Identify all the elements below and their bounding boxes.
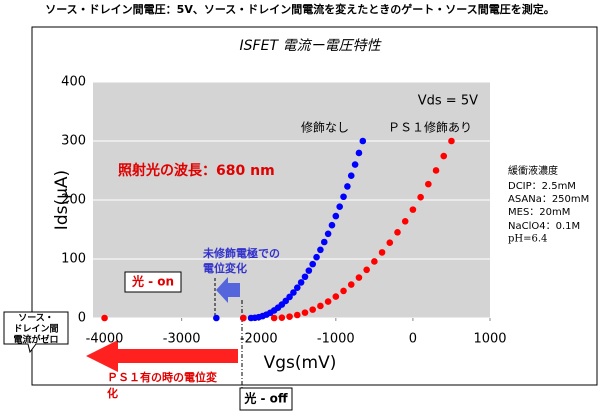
data-point — [305, 267, 313, 274]
data-point — [409, 206, 417, 213]
annotation: 化 — [107, 386, 118, 400]
data-point — [440, 152, 448, 160]
light-on: 光 - on — [131, 274, 174, 289]
x-tick-label: 1000 — [473, 332, 506, 347]
x-tick-label: 0 — [409, 332, 417, 347]
y-tick-label: 200 — [61, 193, 86, 208]
buffer-line: pH=6.4 — [508, 234, 547, 245]
data-point — [432, 167, 440, 174]
data-point — [286, 313, 293, 320]
data-point — [332, 212, 340, 220]
data-point — [101, 314, 108, 322]
x-tick-label: -2000 — [240, 332, 278, 347]
data-point — [448, 137, 455, 145]
data-point — [320, 238, 328, 246]
caption: ソース・ドレイン間電圧：5V、ソース・ドレイン間電流を変えたときのゲート・ソース… — [45, 2, 555, 16]
data-point — [313, 253, 320, 261]
y-tick-label: 300 — [61, 134, 86, 149]
annotation: 未修飾電極での — [202, 246, 280, 260]
annotation: 電位変化 — [203, 261, 247, 275]
y-tick-label: 100 — [61, 252, 86, 267]
data-point — [340, 193, 347, 201]
data-point — [317, 302, 324, 310]
label-box — [239, 387, 293, 411]
data-point — [293, 284, 301, 291]
x-tick-label: -4000 — [86, 332, 124, 347]
buffer-line: 緩衝液濃度 — [508, 164, 558, 177]
data-point — [425, 180, 432, 188]
data-point — [286, 293, 293, 301]
data-point — [351, 161, 359, 168]
data-point — [371, 258, 378, 265]
arrow — [216, 277, 240, 303]
data-point — [290, 289, 297, 296]
data-point — [332, 293, 340, 300]
x-tick-label: -1000 — [317, 332, 355, 347]
arrow — [86, 340, 238, 372]
series-label: ＰＳ１修飾あり — [388, 120, 472, 135]
buffer-line: NaClO4：0.1M — [508, 221, 580, 232]
data-point — [278, 314, 286, 321]
x-axis-label: Vgs(mV) — [264, 353, 337, 373]
condition: Vds = 5V — [418, 94, 478, 109]
data-point — [363, 266, 370, 274]
annotation: ソース・ — [18, 313, 54, 324]
data-point — [297, 279, 305, 286]
annotation: ＰＳ１有の時の電位変 — [107, 370, 217, 384]
data-point — [293, 311, 301, 319]
data-point — [309, 306, 316, 313]
series-label: 修飾なし — [301, 120, 349, 135]
y-tick-label: 400 — [61, 75, 86, 90]
data-point — [386, 239, 394, 247]
data-point — [301, 309, 309, 316]
speech-bubble — [3, 311, 69, 354]
label-box — [124, 271, 182, 293]
data-point — [340, 287, 347, 295]
data-point — [328, 221, 336, 229]
data-point — [317, 246, 324, 254]
data-point — [347, 172, 355, 179]
y-axis-label: Ids(μA) — [52, 170, 72, 230]
data-point — [417, 193, 424, 201]
light-off: 光 - off — [243, 391, 288, 406]
buffer-info: 緩衝液濃度 DCIP：2.5mM ASANa：250mM MES：20mM Na… — [508, 164, 589, 245]
data-point — [213, 314, 220, 322]
data-point — [301, 273, 309, 281]
buffer-line: DCIP：2.5mM — [508, 181, 576, 192]
data-point — [240, 314, 247, 322]
data-point — [309, 260, 316, 268]
data-point — [324, 298, 332, 305]
wavelength: 照射光の波長：680 nm — [118, 162, 275, 179]
y-tick-label: 0 — [78, 311, 86, 326]
data-point — [378, 249, 386, 256]
annotation: ドレイン間 — [13, 324, 58, 335]
chart-title: ISFET 電流ー電圧特性 — [240, 38, 383, 54]
data-point — [355, 274, 363, 281]
data-point — [336, 203, 343, 210]
buffer-line: MES：20mM — [508, 207, 570, 218]
data-point — [359, 137, 367, 145]
data-point — [270, 314, 278, 322]
annotation: 電流がゼロ — [13, 334, 58, 346]
data-point — [347, 281, 355, 288]
data-point — [344, 183, 351, 190]
data-point — [401, 217, 409, 225]
x-tick-label: -3000 — [163, 332, 201, 347]
data-point — [394, 229, 401, 236]
data-point — [324, 230, 332, 238]
data-point — [355, 149, 363, 157]
buffer-line: ASANa：250mM — [508, 194, 589, 205]
